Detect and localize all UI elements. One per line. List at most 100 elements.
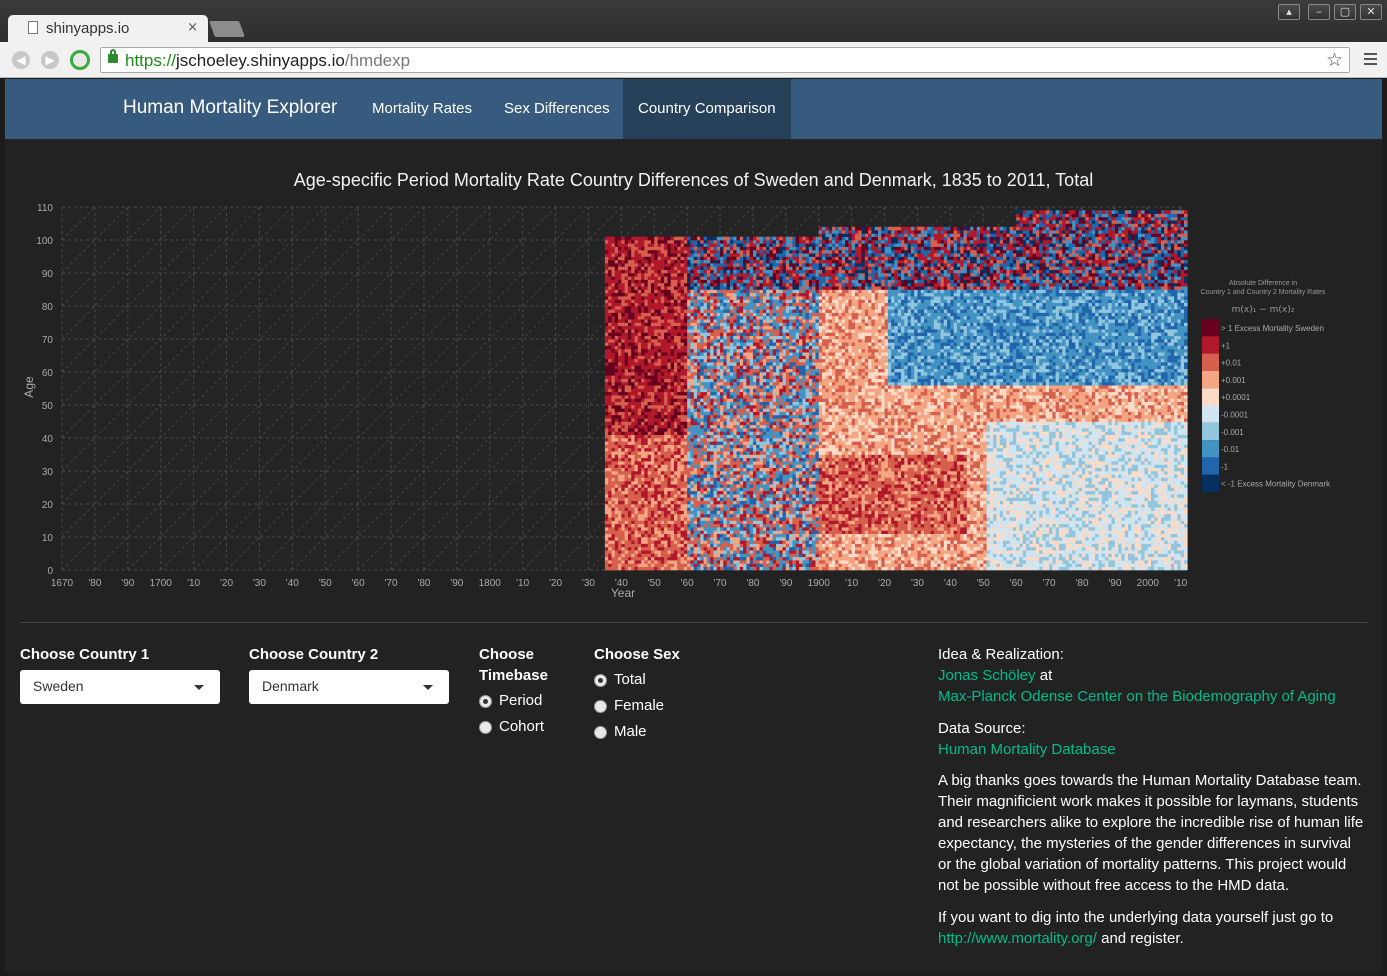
heatmap-cell	[752, 306, 757, 310]
heatmap-cell	[650, 391, 655, 396]
nav-sex-differences[interactable]: Sex Differences	[504, 100, 610, 117]
heatmap-cell	[650, 395, 655, 399]
heatmap-cell	[729, 497, 734, 501]
heatmap-cell	[627, 513, 632, 518]
heatmap-cell	[700, 339, 704, 343]
heatmap-cell	[703, 259, 708, 264]
heatmap-cell	[710, 240, 714, 244]
heatmap-cell	[618, 388, 622, 393]
heatmap-cell	[624, 335, 629, 340]
close-window-button[interactable]: ✕	[1360, 4, 1382, 20]
heatmap-cell	[746, 365, 750, 369]
heatmap-cell	[667, 292, 672, 297]
heatmap-cell	[723, 474, 727, 478]
heatmap-cell	[706, 289, 711, 294]
heatmap-cell	[674, 256, 678, 261]
heatmap-cell	[726, 299, 731, 303]
heatmap-cell	[650, 431, 655, 435]
heatmap-cell	[697, 451, 701, 455]
heatmap-cell	[723, 296, 727, 300]
heatmap-cell	[752, 566, 757, 571]
heatmap-cell	[650, 556, 655, 561]
bookmark-star-icon[interactable]: ☆	[1325, 49, 1343, 71]
heatmap-cell	[710, 296, 714, 300]
heatmap-cell	[713, 428, 718, 432]
nav-country-comparison[interactable]: Country Comparison	[623, 79, 791, 139]
heatmap-cell	[664, 302, 668, 307]
heatmap-cell	[690, 438, 695, 442]
heatmap-cell	[690, 497, 695, 501]
heatmap-cell	[604, 286, 609, 290]
heatmap-cell	[700, 266, 704, 270]
heatmap-cell	[743, 477, 747, 482]
heatmap-cell	[618, 441, 622, 445]
heatmap-cell	[654, 471, 658, 475]
reload-icon[interactable]	[70, 50, 90, 70]
heatmap-cell	[693, 335, 698, 340]
heatmap-cell	[618, 474, 622, 478]
nav-mortality-rates[interactable]: Mortality Rates	[372, 100, 473, 117]
heatmap-cell	[634, 263, 639, 267]
heatmap-cell	[743, 543, 747, 548]
heatmap-cell	[752, 263, 757, 267]
heatmap-cell	[618, 319, 622, 323]
heatmap-cell	[703, 408, 708, 412]
heatmap-cell	[749, 537, 754, 541]
browser-tab[interactable]: shinyapps.io ×	[8, 15, 208, 42]
menu-icon[interactable]	[1364, 53, 1377, 65]
heatmap-cell	[697, 474, 701, 478]
heatmap-cell	[749, 490, 754, 495]
forward-arrow-icon[interactable]: ▶	[41, 51, 59, 69]
user-icon[interactable]: ▴	[1278, 4, 1300, 20]
heatmap-cell	[713, 358, 718, 363]
heatmap-cell	[687, 543, 691, 548]
heatmap-cell	[739, 527, 744, 531]
heatmap-cell	[762, 494, 767, 498]
heatmap-cell	[759, 411, 764, 416]
tab-close-icon[interactable]: ×	[187, 20, 198, 35]
heatmap-cell	[693, 497, 698, 501]
heatmap-cell	[723, 309, 727, 313]
heatmap-cell	[677, 563, 681, 567]
heatmap-cell	[634, 249, 639, 254]
heatmap-cell	[726, 352, 731, 356]
address-bar[interactable]: https://jschoeley.shinyapps.io/hmdexp ☆	[100, 47, 1350, 73]
heatmap-cell	[667, 279, 672, 284]
heatmap-cell	[680, 424, 685, 429]
app-brand[interactable]: Human Mortality Explorer	[123, 97, 338, 118]
heatmap-cell	[720, 259, 724, 264]
heatmap-cell	[667, 352, 672, 356]
heatmap-cell	[733, 494, 737, 498]
heatmap-cell	[739, 299, 744, 303]
heatmap-cell	[624, 454, 629, 459]
heatmap-cell	[759, 240, 764, 244]
heatmap-cell	[664, 312, 668, 317]
maximize-button[interactable]: ▢	[1334, 4, 1356, 20]
heatmap-cell	[743, 560, 747, 564]
back-arrow-icon[interactable]: ◀	[12, 51, 30, 69]
heatmap-cell	[710, 375, 714, 379]
heatmap-cell	[756, 441, 760, 445]
minimize-button[interactable]: –	[1308, 4, 1330, 20]
heatmap-cell	[736, 563, 741, 567]
heatmap-cell	[618, 253, 622, 257]
heatmap-cell	[664, 566, 668, 571]
heatmap-cell	[621, 540, 625, 544]
heatmap-cell	[716, 266, 721, 270]
heatmap-cell	[667, 464, 672, 468]
new-tab-button[interactable]	[209, 21, 245, 37]
heatmap-cell	[624, 438, 629, 442]
heatmap-cell	[729, 464, 734, 468]
heatmap-cell	[759, 375, 764, 379]
heatmap-cell	[690, 395, 695, 399]
heatmap-cell	[670, 546, 675, 551]
heatmap-cell	[739, 345, 744, 350]
heatmap-cell	[621, 365, 625, 369]
heatmap-cell	[723, 530, 727, 534]
heatmap-cell	[611, 527, 616, 531]
heatmap-cell	[762, 537, 767, 541]
heatmap-cell	[756, 500, 760, 505]
heatmap-cell	[723, 510, 727, 515]
heatmap-cell	[762, 553, 767, 558]
heatmap-cell	[664, 240, 668, 244]
